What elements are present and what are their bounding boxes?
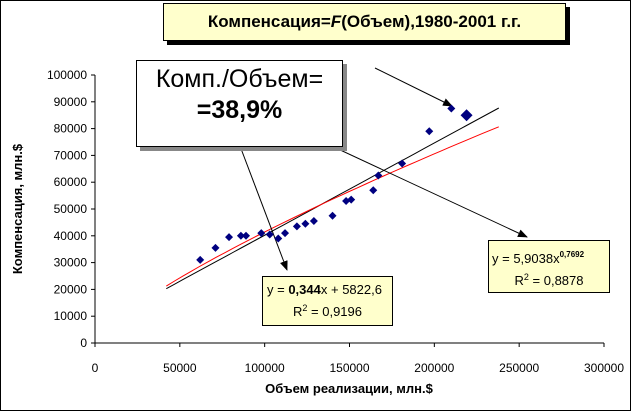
y-axis-ticks: 0 10000 20000 30000 40000 50000 60000 70000 8000… bbox=[47, 68, 95, 350]
data-point bbox=[328, 211, 337, 220]
y-tick-label: 0 bbox=[80, 336, 87, 350]
ratio-value: =38,9% bbox=[196, 96, 283, 124]
power-r2-label: R bbox=[514, 273, 524, 288]
y-tick-label: 10000 bbox=[54, 309, 88, 323]
data-point bbox=[309, 217, 318, 226]
y-tick-label: 30000 bbox=[54, 256, 88, 270]
data-point bbox=[447, 104, 456, 113]
data-point bbox=[369, 186, 378, 195]
data-point bbox=[236, 231, 245, 240]
y-tick-label: 100000 bbox=[47, 68, 87, 82]
data-point bbox=[274, 234, 283, 243]
x-tick-label: 150000 bbox=[329, 361, 369, 375]
power-r2-value: = 0,8878 bbox=[528, 273, 584, 288]
data-point bbox=[281, 229, 290, 238]
y-tick-label: 70000 bbox=[54, 148, 88, 162]
power-equation-exponent: 0,7692 bbox=[559, 250, 585, 259]
title-text-rest: (Объем),1980-2001 г.г. bbox=[341, 12, 522, 31]
data-point bbox=[347, 195, 356, 204]
y-tick-label: 40000 bbox=[54, 229, 88, 243]
data-point bbox=[242, 231, 251, 240]
power-equation: y = 5,9038x bbox=[492, 251, 560, 266]
x-tick-label: 250000 bbox=[499, 361, 539, 375]
linear-equation-coefficient: 0,344 bbox=[288, 282, 321, 297]
linear-trend-callout: y = 0,344x + 5822,6 R2 = 0,9196 bbox=[262, 276, 393, 326]
power-trend-line bbox=[166, 126, 499, 287]
x-axis-label: Объем реализации, млн.$ bbox=[265, 381, 433, 396]
data-points bbox=[196, 104, 473, 264]
ratio-callout: Комп./Объем= =38,9% bbox=[136, 60, 343, 147]
y-tick-label: 20000 bbox=[54, 282, 88, 296]
linear-r2-label: R bbox=[293, 304, 303, 319]
y-tick-label: 80000 bbox=[54, 122, 88, 136]
chart-title: Компенсация= F (Объем),1980-2001 г.г. bbox=[163, 3, 566, 41]
linear-trend-line bbox=[166, 107, 500, 290]
data-point bbox=[265, 230, 274, 239]
arrow-to-point bbox=[374, 67, 453, 107]
x-tick-label: 100000 bbox=[245, 361, 285, 375]
linear-r2-value: = 0,9196 bbox=[307, 304, 362, 319]
ratio-label: Комп./Объем= bbox=[155, 65, 324, 93]
highlighted-data-point bbox=[460, 109, 473, 122]
y-tick-label: 60000 bbox=[54, 175, 88, 189]
data-point bbox=[211, 243, 220, 252]
trend-lines bbox=[166, 107, 500, 290]
x-tick-label: 0 bbox=[92, 361, 99, 375]
data-point bbox=[196, 255, 205, 264]
data-point bbox=[425, 127, 434, 136]
data-point bbox=[225, 233, 234, 242]
arrow-to-linear-trend bbox=[239, 145, 288, 271]
y-tick-label: 50000 bbox=[54, 202, 88, 216]
data-point bbox=[301, 219, 310, 228]
linear-equation-suffix: x + 5822,6 bbox=[320, 282, 382, 297]
x-tick-label: 50000 bbox=[163, 361, 197, 375]
linear-equation-prefix: y = bbox=[267, 282, 289, 297]
data-point bbox=[398, 159, 407, 168]
data-point bbox=[292, 222, 301, 231]
data-point bbox=[374, 171, 383, 180]
x-axis-ticks: 0 50000 100000 150000 200000 250000 300000 bbox=[92, 343, 624, 375]
power-r2-superscript: 2 bbox=[523, 272, 529, 282]
x-tick-label: 200000 bbox=[414, 361, 454, 375]
power-trend-callout: y = 5,9038x0,7692 R2 = 0,8878 bbox=[488, 240, 610, 293]
x-tick-label: 300000 bbox=[584, 361, 624, 375]
linear-r2-superscript: 2 bbox=[302, 303, 308, 313]
data-point bbox=[257, 229, 266, 238]
y-axis-label: Компенсация, млн.$ bbox=[10, 143, 25, 274]
title-function: F bbox=[330, 12, 342, 31]
title-text: Компенсация= bbox=[207, 12, 331, 31]
y-tick-label: 90000 bbox=[54, 95, 88, 109]
